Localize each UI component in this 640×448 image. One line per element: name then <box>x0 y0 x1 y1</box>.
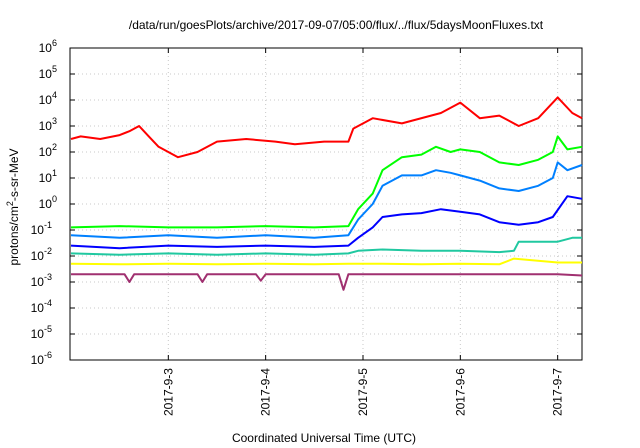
series-line-7 <box>71 273 583 291</box>
y-tick-label: 106 <box>39 38 57 55</box>
series-line-5 <box>70 236 582 256</box>
x-tick-label: 2017-9-7 <box>551 368 565 416</box>
y-tick-label: 10-6 <box>31 350 52 367</box>
y-tick-label: 103 <box>39 116 57 133</box>
y-tick-label: 10-5 <box>31 324 52 341</box>
y-tick-label: 100 <box>39 194 57 211</box>
x-axis-title: Coordinated Universal Time (UTC) <box>232 431 416 445</box>
y-tick-label: 10-2 <box>31 246 52 263</box>
x-axis-ticks: 2017-9-3 2017-9-4 2017-9-5 2017-9-6 2017-9-7 <box>161 48 565 416</box>
y-tick-label: 102 <box>39 142 57 159</box>
y-axis-title-main: protons/cm <box>7 206 21 265</box>
series-line-4 <box>70 195 583 250</box>
x-tick-label: 2017-9-4 <box>259 368 273 416</box>
y-tick-label: 105 <box>39 64 57 81</box>
x-tick-label: 2017-9-6 <box>453 368 467 416</box>
y-axis-title-sup: 2 <box>5 201 15 206</box>
chart-title: /data/run/goesPlots/archive/2017-09-07/0… <box>129 18 544 32</box>
y-tick-label: 101 <box>39 168 57 185</box>
y-tick-label: 10-1 <box>31 220 52 237</box>
x-tick-label: 2017-9-5 <box>356 368 370 416</box>
series-line-3 <box>70 161 583 239</box>
series-line-1 <box>70 96 583 159</box>
y-axis-ticks: 10-6 10-5 10-4 10-3 10-2 10-1 100 101 102 103 104 1… <box>31 38 582 367</box>
gridlines <box>70 48 582 360</box>
y-tick-label: 10-3 <box>31 272 52 289</box>
series-lines <box>70 96 583 291</box>
series-line-6 <box>70 257 582 266</box>
y-axis-title: protons/cm2-s-sr-MeV <box>5 148 21 265</box>
y-axis-title-rest: -s-sr-MeV <box>7 148 21 201</box>
x-tick-label: 2017-9-3 <box>161 368 175 416</box>
y-tick-label: 10-4 <box>31 298 52 315</box>
y-tick-label: 104 <box>39 90 57 107</box>
series-line-2 <box>70 135 583 229</box>
